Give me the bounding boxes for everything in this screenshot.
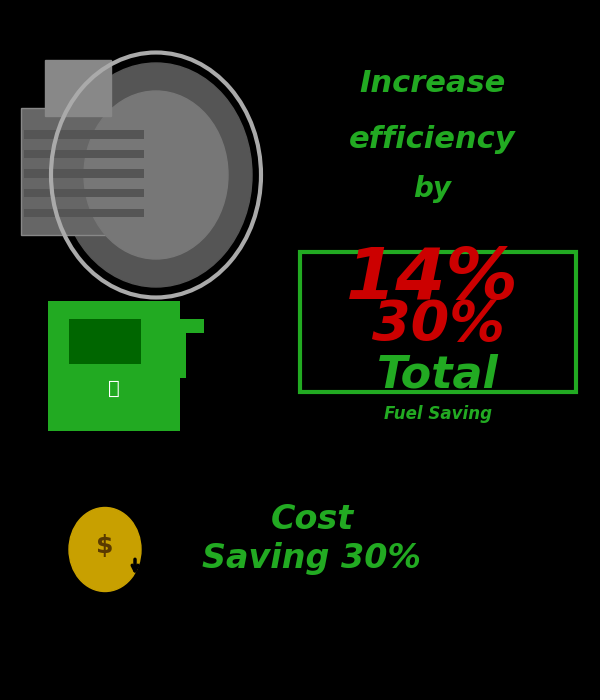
FancyBboxPatch shape xyxy=(24,130,144,139)
Text: by: by xyxy=(413,175,451,203)
Text: 14%: 14% xyxy=(346,246,518,314)
Circle shape xyxy=(60,63,252,287)
FancyBboxPatch shape xyxy=(180,318,204,332)
Circle shape xyxy=(84,91,228,259)
Text: efficiency: efficiency xyxy=(349,125,515,155)
FancyBboxPatch shape xyxy=(24,150,144,158)
FancyBboxPatch shape xyxy=(69,318,141,364)
Text: 30%: 30% xyxy=(371,298,505,353)
FancyBboxPatch shape xyxy=(21,108,147,234)
Text: 🌿: 🌿 xyxy=(108,379,120,398)
FancyBboxPatch shape xyxy=(24,169,144,178)
Text: Cost
Saving 30%: Cost Saving 30% xyxy=(203,503,421,575)
Text: Increase: Increase xyxy=(359,69,505,99)
FancyBboxPatch shape xyxy=(48,413,180,430)
Text: Fuel Saving: Fuel Saving xyxy=(384,405,492,424)
Text: Total: Total xyxy=(377,353,499,396)
FancyBboxPatch shape xyxy=(24,209,144,217)
Circle shape xyxy=(69,508,141,592)
FancyBboxPatch shape xyxy=(24,189,144,197)
FancyBboxPatch shape xyxy=(171,322,186,378)
Text: $: $ xyxy=(96,534,114,558)
FancyBboxPatch shape xyxy=(48,301,180,427)
FancyBboxPatch shape xyxy=(45,60,111,116)
